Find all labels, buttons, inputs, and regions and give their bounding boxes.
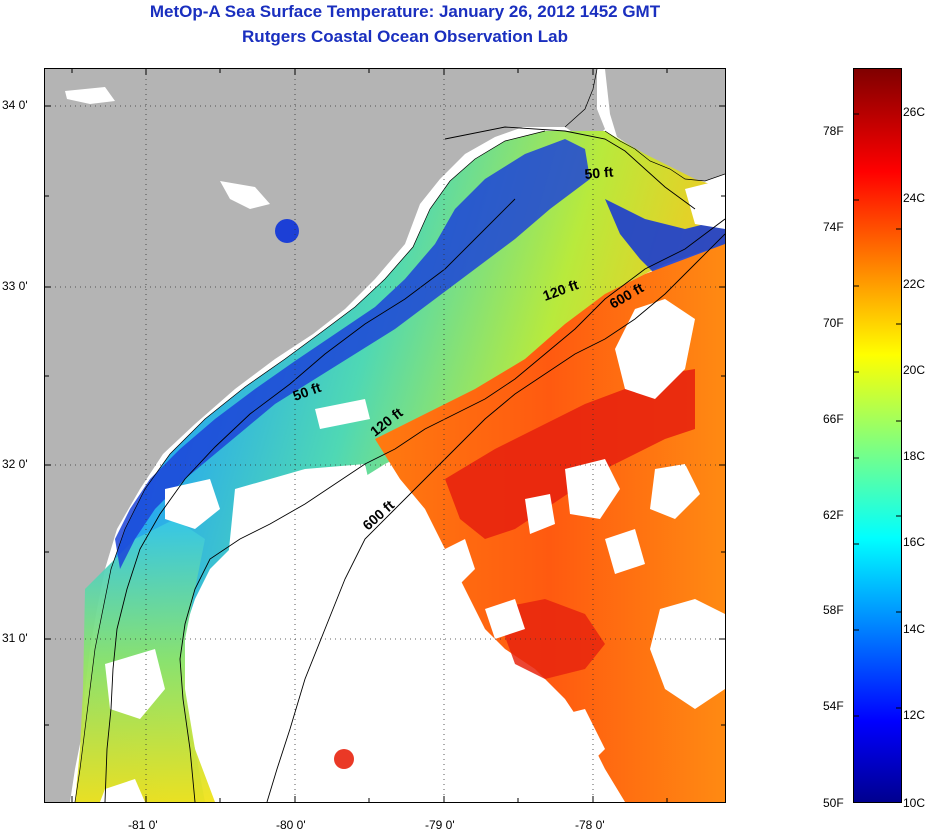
colorbar-gradient (854, 69, 901, 802)
frame-ticks (45, 69, 725, 802)
colorbar-label-24c: 24C (903, 191, 926, 205)
colorbar-label-12c: 12C (903, 708, 926, 722)
bathymetry-contours (104, 126, 725, 802)
lat-label-31: 31 0' (2, 631, 28, 645)
colorbar-label-14c: 14C (903, 622, 926, 636)
cloud-patches (100, 179, 725, 802)
land-cloud-patches (65, 87, 270, 209)
lon-label-80: -80 0' (276, 818, 306, 832)
colorbar-label-62f: 62F (823, 508, 844, 522)
colorbar-label-26c: 26C (903, 105, 926, 119)
colorbar-label-10c: 10C (903, 796, 926, 810)
colorbar-label-74f: 74F (823, 220, 844, 234)
colorbar-label-20c: 20C (903, 363, 926, 377)
colorbar-label-70f: 70F (823, 316, 844, 330)
coastline (74, 69, 725, 802)
map-title: MetOp-A Sea Surface Temperature: January… (149, 2, 661, 21)
lon-label-79: -79 0' (425, 818, 455, 832)
cold-blob (275, 219, 299, 243)
colorbar-label-18c: 18C (903, 449, 926, 463)
colorbar-label-54f: 54F (823, 699, 844, 713)
colorbar-label-50f: 50F (823, 796, 844, 810)
lon-label-81: -81 0' (128, 818, 158, 832)
land-area (45, 69, 605, 802)
lat-label-32: 32 0' (2, 457, 28, 471)
contour-label-50ft-north: 50 ft (584, 164, 614, 182)
colorbar-label-58f: 58F (823, 603, 844, 617)
temperature-colorbar (853, 68, 902, 803)
lon-label-78: -78 0' (575, 818, 605, 832)
map-subtitle: Rutgers Coastal Ocean Observation Lab (242, 27, 568, 46)
colorbar-label-16c: 16C (903, 535, 926, 549)
graticule (45, 69, 725, 802)
contour-50ft (104, 126, 696, 802)
colorbar-label-66f: 66F (823, 412, 844, 426)
lat-label-33: 33 0' (2, 279, 28, 293)
colorbar-label-22c: 22C (903, 277, 926, 291)
contour-600ft (266, 233, 725, 802)
warm-spot (334, 749, 354, 769)
sst-map-canvas: 50 ft 120 ft 600 ft 50 ft 120 ft 600 ft (45, 69, 725, 802)
lat-label-34: 34 0' (2, 98, 28, 112)
land-area-northeast (605, 69, 725, 181)
colorbar-label-78f: 78F (823, 124, 844, 138)
shelf-water (75, 131, 725, 802)
gulf-stream-core (445, 369, 695, 539)
contour-120ft (179, 218, 725, 802)
sst-map: 50 ft 120 ft 600 ft 50 ft 120 ft 600 ft (44, 68, 726, 803)
cold-coastal-band (115, 139, 590, 569)
